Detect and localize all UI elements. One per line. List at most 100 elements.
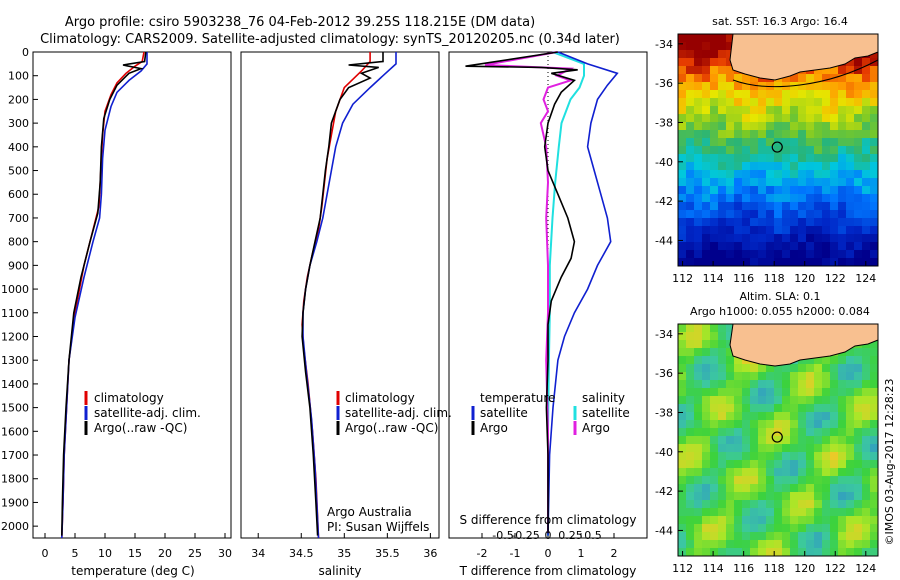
sla-cell: [734, 460, 742, 468]
sla-cell: [862, 388, 870, 396]
sla-cell: [782, 492, 790, 500]
sst-cell: [862, 90, 870, 98]
sst-cell: [830, 258, 838, 266]
sla-cell: [774, 500, 782, 508]
sst-cell: [710, 50, 718, 58]
sst-cell: [702, 122, 710, 130]
sst-cell: [678, 146, 686, 154]
sst-cell: [766, 162, 774, 170]
sst-cell: [758, 162, 766, 170]
sla-cell: [782, 380, 790, 388]
sst-cell: [734, 130, 742, 138]
sst-cell: [766, 226, 774, 234]
sla-cell: [678, 428, 686, 436]
sst-cell: [846, 82, 854, 90]
sst-cell: [742, 154, 750, 162]
sla-cell: [862, 428, 870, 436]
sst-cell: [830, 194, 838, 202]
sst-cell: [758, 226, 766, 234]
sla-cell: [782, 388, 790, 396]
sst-cell: [822, 74, 830, 82]
sst-cell: [806, 170, 814, 178]
sst-cell: [782, 90, 790, 98]
sla-cell: [766, 372, 774, 380]
sst-cell: [862, 106, 870, 114]
sla-cell: [702, 356, 710, 364]
sla-cell: [758, 428, 766, 436]
depth-tick-label: 1300: [1, 354, 29, 367]
sst-cell: [774, 90, 782, 98]
sla-cell: [718, 364, 726, 372]
sst-cell: [782, 186, 790, 194]
sla-cell: [870, 364, 878, 372]
sla-cell: [750, 492, 758, 500]
sla-cell: [846, 460, 854, 468]
sst-cell: [702, 162, 710, 170]
sst-cell: [686, 194, 694, 202]
sla-cell: [766, 516, 774, 524]
sla-cell: [782, 468, 790, 476]
sst-cell: [838, 226, 846, 234]
sla-cell: [766, 460, 774, 468]
sla-cell: [846, 404, 854, 412]
sst-cell: [766, 138, 774, 146]
sst-cell: [694, 58, 702, 66]
sla-cell: [750, 412, 758, 420]
sla-cell: [750, 428, 758, 436]
sla-cell: [854, 492, 862, 500]
sla-cell: [806, 484, 814, 492]
sst-cell: [718, 146, 726, 154]
salinity-series: [301, 52, 397, 539]
sla-cell: [806, 500, 814, 508]
sst-cell: [734, 250, 742, 258]
depth-tick-label: 600: [8, 188, 29, 201]
sla-cell: [686, 444, 694, 452]
sst-cell: [846, 178, 854, 186]
sst-cell: [702, 258, 710, 266]
sst-cell: [830, 210, 838, 218]
sst-cell: [742, 106, 750, 114]
sst-cell: [686, 250, 694, 258]
sst-cell: [710, 202, 718, 210]
sla-cell: [870, 548, 878, 556]
sst-cell: [742, 130, 750, 138]
sla-cell: [838, 524, 846, 532]
sla-cell: [718, 412, 726, 420]
sla-cell: [750, 524, 758, 532]
sla-cell: [790, 436, 798, 444]
sla-cell: [758, 532, 766, 540]
sla-cell: [838, 404, 846, 412]
sst-cell: [830, 82, 838, 90]
s-difference-x-axis: -0.5-0.25 0 0.25 0.5: [492, 529, 601, 542]
sla-cell: [822, 428, 830, 436]
sst-cell: [870, 218, 878, 226]
sla-cell: [686, 460, 694, 468]
sla-cell: [838, 452, 846, 460]
sst-cell: [774, 250, 782, 258]
sst-cell: [678, 34, 686, 42]
sst-cell: [686, 226, 694, 234]
sla-cell: [830, 436, 838, 444]
series-line-argo-raw-qc: [61, 51, 147, 536]
sst-cell: [758, 90, 766, 98]
sst-cell: [734, 122, 742, 130]
temperature-panel: 0100200300400500600700800900100011001200…: [1, 46, 232, 578]
sla-cell: [790, 420, 798, 428]
sla-cell: [710, 500, 718, 508]
map-x-tick-label: 114: [703, 562, 724, 575]
sst-cell: [678, 186, 686, 194]
sla-cell: [742, 524, 750, 532]
sla-cell: [702, 500, 710, 508]
sst-cell: [758, 218, 766, 226]
sst-cell: [838, 98, 846, 106]
sla-cell: [846, 476, 854, 484]
sst-cell: [686, 50, 694, 58]
sla-cell: [718, 460, 726, 468]
sst-cell: [822, 178, 830, 186]
sst-cell: [862, 146, 870, 154]
sst-cell: [758, 178, 766, 186]
sla-cell: [742, 540, 750, 548]
sla-cell: [798, 396, 806, 404]
s-tick-label: -0.25: [511, 529, 539, 542]
sst-cell: [782, 114, 790, 122]
